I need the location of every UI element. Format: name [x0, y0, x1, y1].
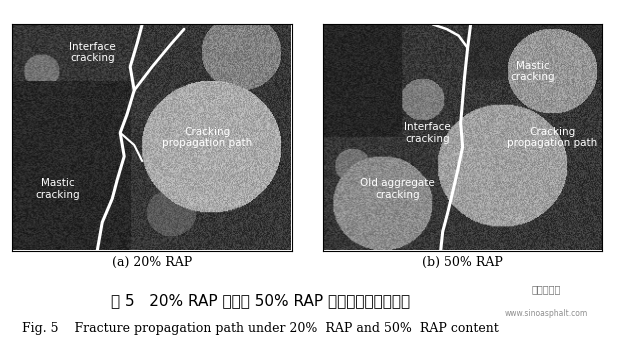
- Text: Old aggregate
cracking: Old aggregate cracking: [360, 179, 435, 200]
- Text: (b) 50% RAP: (b) 50% RAP: [422, 256, 503, 269]
- Text: www.sinoasphalt.com: www.sinoasphalt.com: [505, 309, 588, 318]
- Text: Interface
cracking: Interface cracking: [69, 42, 116, 63]
- Text: Cracking
propagation path: Cracking propagation path: [162, 127, 252, 148]
- Text: Mastic
cracking: Mastic cracking: [510, 61, 555, 82]
- Text: (a) 20% RAP: (a) 20% RAP: [112, 256, 193, 269]
- Text: Interface
cracking: Interface cracking: [404, 122, 451, 143]
- Text: 图 5   20% RAP 掺量和 50% RAP 掺量下裂缝扩展路径: 图 5 20% RAP 掺量和 50% RAP 掺量下裂缝扩展路径: [111, 293, 410, 309]
- Text: 中国沥青网: 中国沥青网: [532, 284, 561, 294]
- Text: Mastic
cracking: Mastic cracking: [35, 179, 79, 200]
- Text: Cracking
propagation path: Cracking propagation path: [507, 127, 597, 148]
- Text: Fig. 5    Fracture propagation path under 20%  RAP and 50%  RAP content: Fig. 5 Fracture propagation path under 2…: [22, 322, 499, 335]
